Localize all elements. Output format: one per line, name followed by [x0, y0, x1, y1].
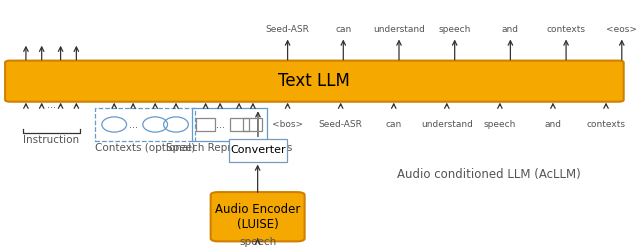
- Text: Seed-ASR: Seed-ASR: [319, 120, 363, 129]
- Text: Seed-ASR: Seed-ASR: [266, 25, 310, 34]
- Text: Text LLM: Text LLM: [278, 72, 350, 90]
- Text: ...: ...: [47, 100, 56, 110]
- Bar: [243, 118, 262, 131]
- FancyBboxPatch shape: [211, 192, 305, 241]
- Text: understand: understand: [373, 25, 425, 34]
- Text: can: can: [335, 25, 351, 34]
- Text: can: can: [386, 120, 402, 129]
- Text: <eos>: <eos>: [606, 25, 637, 34]
- Text: speech: speech: [484, 120, 516, 129]
- Text: Contexts (optional): Contexts (optional): [95, 143, 195, 153]
- Text: ...: ...: [129, 120, 138, 129]
- Text: Speech Representations: Speech Representations: [166, 143, 292, 153]
- Text: contexts: contexts: [586, 120, 625, 129]
- Text: contexts: contexts: [547, 25, 586, 34]
- Text: understand: understand: [421, 120, 473, 129]
- Text: Audio conditioned LLM (AcLLM): Audio conditioned LLM (AcLLM): [397, 168, 581, 181]
- Text: speech: speech: [438, 25, 471, 34]
- Bar: [196, 118, 215, 131]
- Text: and: and: [502, 25, 519, 34]
- FancyBboxPatch shape: [229, 139, 287, 162]
- Text: Converter: Converter: [230, 145, 286, 155]
- Text: speech: speech: [239, 237, 276, 247]
- Text: Audio Encoder
(LUISE): Audio Encoder (LUISE): [215, 203, 300, 231]
- Text: Instruction: Instruction: [23, 135, 79, 145]
- Bar: [230, 118, 248, 131]
- Text: ...: ...: [216, 120, 225, 129]
- Text: <bos>: <bos>: [272, 120, 303, 129]
- Text: and: and: [545, 120, 561, 129]
- FancyBboxPatch shape: [5, 61, 623, 102]
